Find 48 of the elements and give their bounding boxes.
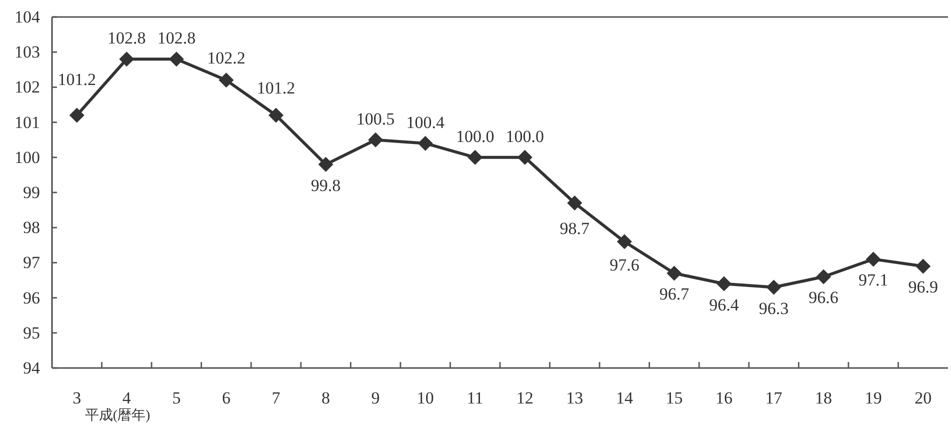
y-tick-label: 100 — [14, 148, 40, 167]
y-tick-label: 97 — [23, 253, 40, 272]
data-label: 97.6 — [610, 256, 640, 275]
data-label: 96.6 — [808, 288, 838, 308]
x-tick-label: 5 — [172, 388, 181, 408]
x-tick-label: 14 — [616, 388, 633, 408]
data-label: 101.2 — [256, 78, 296, 98]
x-tick-label: 16 — [716, 388, 732, 408]
y-tick-label: 103 — [14, 42, 40, 62]
x-tick-label: 12 — [516, 388, 534, 408]
x-tick-label: 10 — [416, 388, 434, 408]
y-tick-label: 101 — [14, 112, 40, 132]
x-tick-label: 9 — [371, 388, 380, 408]
y-tick-label: 94 — [23, 358, 40, 378]
data-label: 99.8 — [310, 176, 341, 195]
y-tick-label: 95 — [23, 323, 40, 342]
data-label: 100.0 — [506, 126, 544, 146]
y-tick-label: 99 — [23, 183, 40, 202]
y-tick-label: 98 — [23, 218, 40, 238]
x-tick-label: 8 — [322, 388, 330, 408]
x-tick-label: 17 — [765, 388, 782, 408]
y-tick-label: 96 — [23, 288, 40, 308]
data-label: 100.4 — [406, 112, 444, 132]
x-tick-label: 18 — [815, 388, 832, 408]
data-label: 96.3 — [758, 298, 789, 318]
x-tick-label: 11 — [466, 388, 484, 408]
data-label: 96.9 — [908, 278, 938, 297]
x-tick-label: 3 — [72, 388, 82, 408]
x-axis-title: 平成(暦年) — [84, 408, 150, 424]
x-tick-label: 20 — [914, 388, 932, 408]
data-label: 100.5 — [356, 109, 395, 128]
x-tick-label: 15 — [666, 388, 683, 408]
y-tick-label: 104 — [14, 8, 40, 26]
x-tick-label: 4 — [122, 388, 131, 408]
x-tick-label: 7 — [272, 388, 280, 408]
data-label: 100.0 — [456, 126, 494, 146]
data-label: 102.8 — [157, 28, 196, 48]
data-label: 96.7 — [659, 284, 690, 304]
x-tick-label: 13 — [566, 388, 584, 408]
x-tick-label: 6 — [222, 388, 230, 408]
data-label: 102.2 — [207, 48, 246, 68]
y-tick-label: 102 — [14, 78, 40, 97]
data-label: 102.8 — [108, 28, 146, 48]
data-label: 98.7 — [560, 219, 590, 238]
x-tick-label: 19 — [864, 388, 882, 408]
data-label: 101.2 — [58, 70, 96, 90]
data-label: 96.4 — [709, 295, 739, 314]
data-label: 97.1 — [858, 270, 888, 290]
